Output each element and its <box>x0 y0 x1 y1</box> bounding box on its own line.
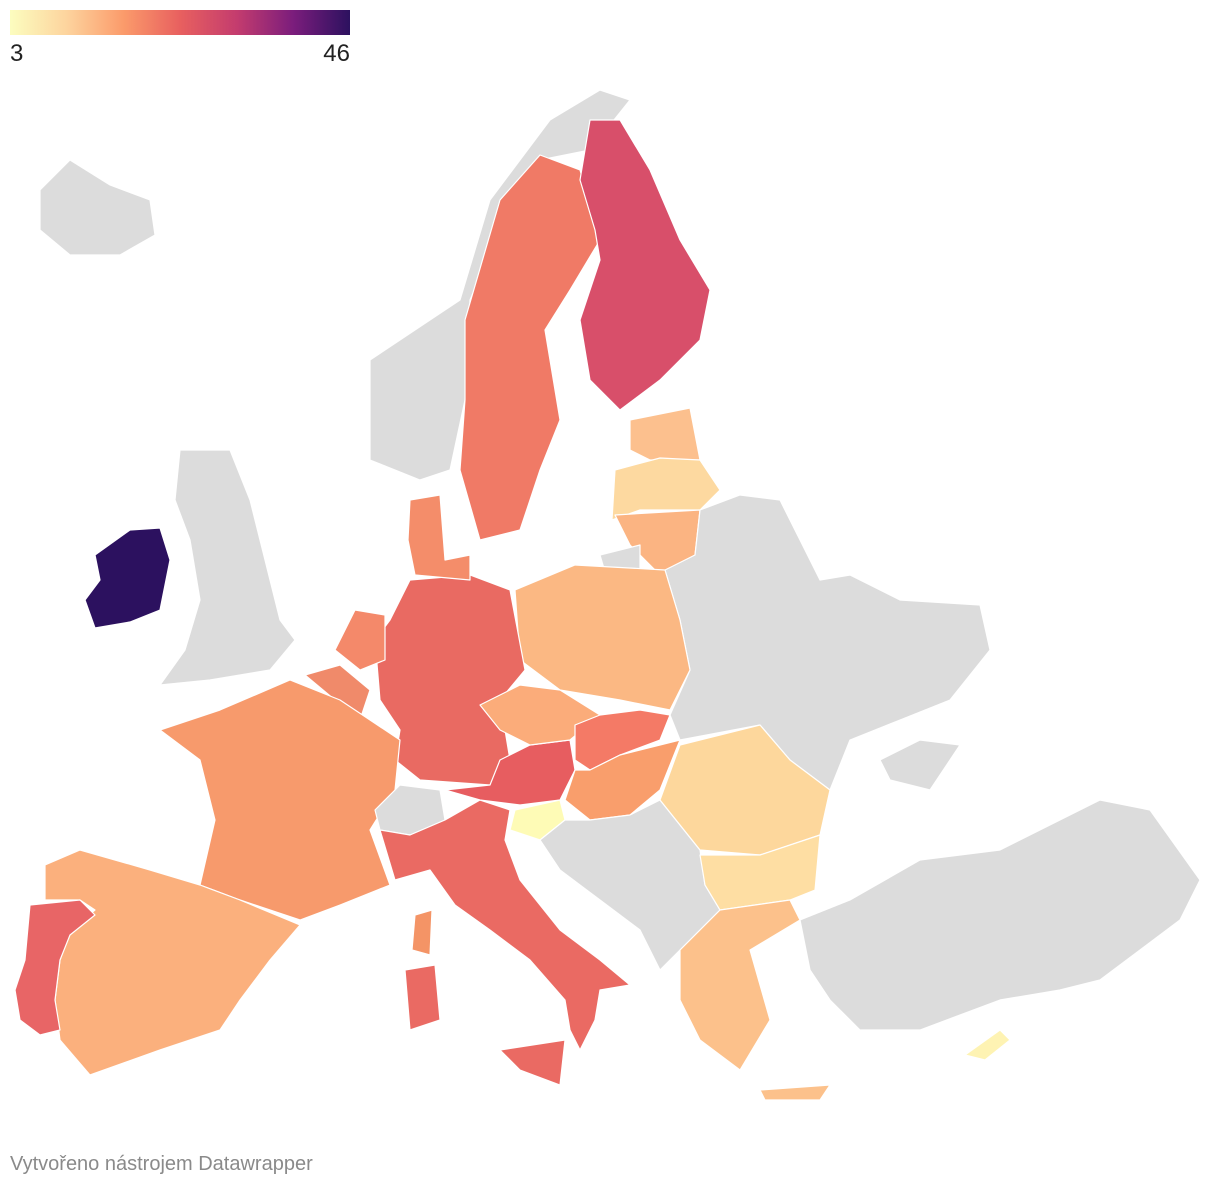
denmark <box>407 494 471 581</box>
uk <box>159 449 296 686</box>
sicily <box>499 1039 566 1086</box>
netherlands <box>334 609 386 671</box>
bulgaria <box>699 834 821 911</box>
slovakia <box>574 709 671 771</box>
corsica <box>411 909 433 956</box>
austria <box>444 739 576 806</box>
poland <box>514 564 691 711</box>
italy <box>379 799 631 1051</box>
ireland <box>84 527 171 629</box>
portugal <box>14 899 96 1036</box>
crimea <box>879 739 961 791</box>
legend-gradient <box>10 10 350 35</box>
legend-max: 46 <box>323 40 350 67</box>
spain <box>44 849 301 1076</box>
iceland <box>39 159 156 256</box>
turkey <box>799 799 1201 1031</box>
footer: Vytvořeno nástrojem Datawrapper <box>10 1153 313 1175</box>
estonia <box>629 407 701 461</box>
sardinia <box>404 964 441 1031</box>
sweden <box>459 154 601 541</box>
hungary <box>564 739 681 821</box>
greece <box>679 899 801 1071</box>
countries <box>14 89 1201 1101</box>
legend-min: 3 <box>10 40 23 67</box>
finland <box>579 119 711 411</box>
cyprus <box>964 1029 1011 1061</box>
france <box>159 679 401 921</box>
crete <box>759 1084 831 1101</box>
